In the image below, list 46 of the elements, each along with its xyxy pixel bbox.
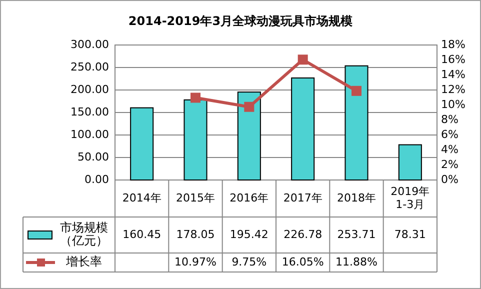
y2-tick-label: 10%: [441, 98, 466, 112]
bar: [291, 77, 315, 180]
y-tick-label: 300.00: [70, 38, 109, 52]
data-label: 195.42: [230, 228, 268, 242]
data-label: 10.97%: [174, 256, 216, 269]
x-tick-label: 2017年: [283, 192, 322, 205]
y2-tick-label: 14%: [441, 68, 466, 82]
legend-label: 增长率: [65, 254, 102, 269]
data-label: 9.75%: [232, 256, 267, 269]
point: [352, 86, 362, 96]
data-label: 178.05: [176, 228, 215, 242]
y-tick-label: 200.00: [70, 83, 109, 96]
y2-tick-label: 18%: [441, 38, 466, 52]
x-tick-label: 2014年: [122, 192, 162, 205]
y2-tick-label: 8%: [441, 113, 458, 126]
x-tick-label: 2018年: [337, 192, 376, 205]
y-tick-label: 150.00: [70, 106, 109, 119]
data-label: 160.45: [122, 228, 162, 242]
x-tick-label: 2016年: [230, 192, 269, 205]
point: [190, 92, 200, 103]
legend-label: 市场规模（亿元）: [60, 220, 108, 248]
y2-tick-label: 0%: [441, 173, 458, 186]
y-tick-label: 100.00: [70, 128, 109, 142]
chart-title: 2014-2019年3月全球动漫玩具市场规模: [128, 14, 353, 28]
x-tick-label: 2015年: [176, 192, 215, 205]
bar: [184, 99, 208, 180]
y-tick-label: 250.00: [70, 60, 109, 74]
bar: [344, 65, 368, 180]
x-tick-label: 2019年 1-3月: [390, 185, 430, 212]
data-label: 253.71: [337, 228, 376, 242]
y2-tick-label: 2%: [441, 158, 458, 172]
y-tick-label: 0.00: [84, 173, 109, 186]
data-label: 16.05%: [282, 256, 324, 269]
y2-tick-label: 16%: [441, 53, 466, 66]
y2-tick-label: 6%: [441, 128, 458, 142]
data-label: 226.78: [284, 228, 322, 242]
bar: [398, 144, 422, 180]
y2-tick-label: 12%: [441, 83, 466, 96]
bar: [130, 107, 154, 180]
point: [244, 102, 254, 112]
data-label: 78.31: [394, 228, 426, 242]
data-label: 11.88%: [336, 256, 378, 269]
y-tick-label: 50.00: [78, 150, 109, 164]
bar: [237, 92, 261, 180]
point: [298, 54, 308, 65]
y2-tick-label: 4%: [441, 143, 458, 156]
